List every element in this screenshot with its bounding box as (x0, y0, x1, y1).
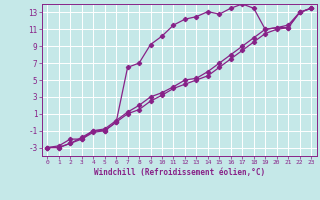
X-axis label: Windchill (Refroidissement éolien,°C): Windchill (Refroidissement éolien,°C) (94, 168, 265, 177)
